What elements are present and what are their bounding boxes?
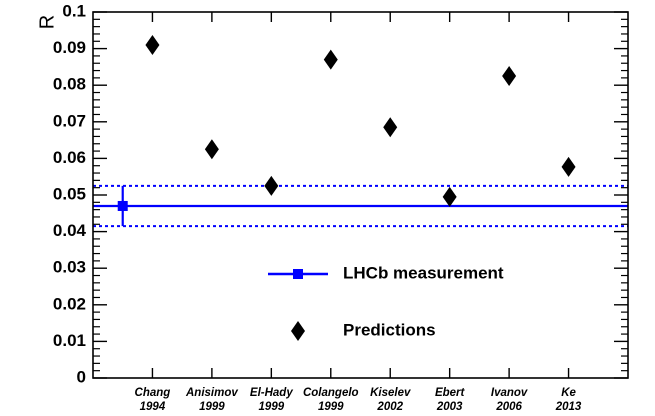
prediction-point: [383, 117, 398, 138]
prediction-point: [561, 156, 576, 177]
x-tick-label-name: Ke: [561, 387, 576, 399]
y-tick-label: 0.02: [53, 294, 86, 313]
legend-measurement-marker: [293, 269, 303, 279]
prediction-point: [442, 186, 457, 207]
legend-measurement-label: LHCb measurement: [343, 263, 504, 282]
x-tick-label-year: 2002: [376, 401, 403, 413]
x-tick-label-year: 1999: [259, 401, 285, 413]
y-tick-label: 0.1: [62, 1, 86, 20]
prediction-point: [323, 49, 338, 70]
x-tick-label-year: 2013: [555, 401, 582, 413]
predictions-series: [145, 34, 576, 207]
x-axis: Chang 1994 Anisimov 1999 El-Hady 1999 Colangel…: [135, 12, 582, 413]
x-tick-label-year: 2003: [436, 401, 463, 413]
x-tick-label-name: Colangelo: [303, 387, 359, 399]
y-axis: 0 0.01 0.02 0.03 0.04 0.05 0.06 0.07 0.08 0.09 0.1: [53, 1, 628, 386]
x-tick-label-year: 2006: [495, 401, 522, 413]
x-tick-label-year: 1999: [199, 401, 225, 413]
prediction-point: [264, 175, 279, 196]
y-tick-label: 0.05: [53, 184, 86, 203]
y-tick-label: 0.08: [53, 75, 86, 94]
x-tick-label-name: Chang: [135, 387, 171, 399]
y-tick-label: 0: [77, 367, 86, 386]
prediction-point: [502, 66, 517, 87]
y-tick-label: 0.09: [53, 38, 86, 57]
lhcb-measurement: [93, 184, 628, 228]
x-tick-label-name: Ivanov: [491, 387, 528, 399]
y-tick-label: 0.07: [53, 111, 86, 130]
legend-predictions-marker: [291, 321, 305, 341]
prediction-point: [204, 139, 219, 160]
x-tick-label-name: Ebert: [435, 387, 466, 399]
x-tick-label-name: El-Hady: [250, 387, 293, 399]
legend: LHCb measurement Predictions: [268, 263, 504, 341]
y-tick-label: 0.03: [53, 258, 86, 277]
y-tick-label: 0.04: [53, 221, 87, 240]
x-tick-label-name: Anisimov: [185, 387, 238, 399]
measurement-point: [117, 200, 128, 211]
y-tick-label: 0.06: [53, 148, 86, 167]
legend-predictions-label: Predictions: [343, 320, 436, 339]
y-tick-label: 0.01: [53, 331, 86, 350]
x-tick-label-year: 1999: [318, 401, 344, 413]
y-axis-title: R: [36, 15, 58, 29]
plot-frame: [92, 11, 629, 379]
prediction-point: [145, 34, 160, 55]
x-tick-label-year: 1994: [140, 401, 166, 413]
x-tick-label-name: Kiselev: [370, 387, 411, 399]
